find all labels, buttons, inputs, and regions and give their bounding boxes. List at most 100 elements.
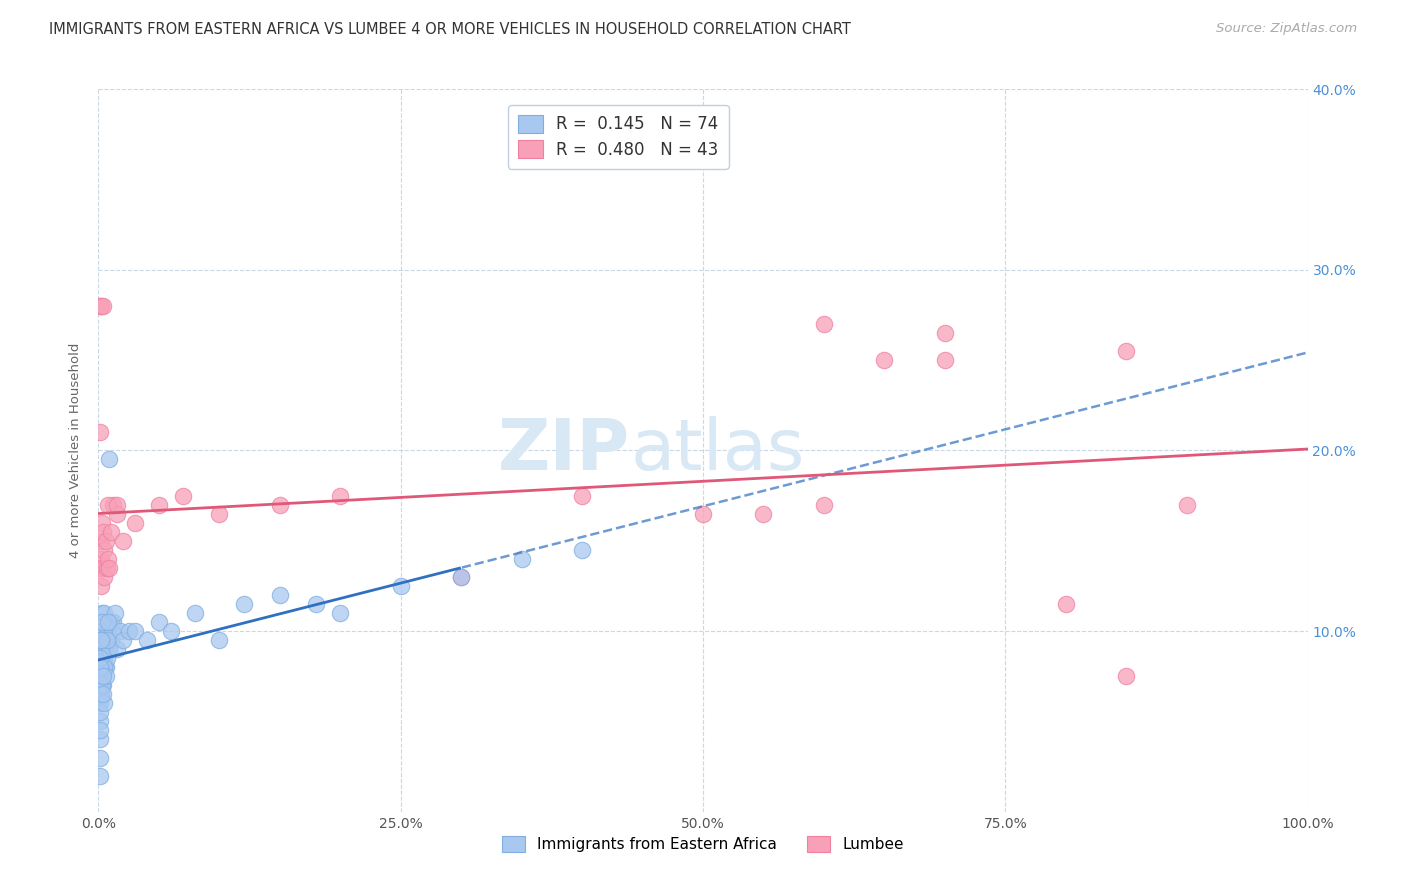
Point (1175, 498, 1198, 512)
Point (934, 326, 956, 340)
Point (90, 678, 112, 692)
Point (104, 606, 127, 620)
Point (89, 714, 111, 729)
Point (93, 606, 115, 620)
Point (89, 769, 111, 783)
Point (91, 524, 114, 539)
Point (89, 651, 111, 665)
Point (89, 561, 111, 575)
Point (91, 678, 114, 692)
Point (111, 533, 134, 548)
Point (91, 660, 114, 674)
Point (873, 353, 896, 368)
Point (90, 660, 112, 674)
Point (89, 706, 111, 720)
Point (571, 489, 593, 503)
Point (91, 669, 114, 683)
Point (91, 516, 114, 530)
Legend: Immigrants from Eastern Africa, Lumbee: Immigrants from Eastern Africa, Lumbee (496, 830, 910, 858)
Point (89, 750, 111, 764)
Point (97, 624, 120, 639)
Point (90, 642, 112, 657)
Point (105, 642, 128, 657)
Point (96, 633, 118, 648)
Point (100, 524, 122, 539)
Point (89, 299, 111, 313)
Point (571, 542, 593, 557)
Point (98, 452, 121, 467)
Point (105, 498, 128, 512)
Point (91, 669, 114, 683)
Point (98, 561, 121, 575)
Point (100, 615, 122, 629)
Point (813, 498, 835, 512)
Point (269, 498, 291, 512)
Point (329, 489, 352, 503)
Point (89, 696, 111, 710)
Point (91, 615, 114, 629)
Point (148, 615, 170, 629)
Point (91, 687, 114, 701)
Point (93, 570, 115, 584)
Text: atlas: atlas (630, 416, 804, 485)
Y-axis label: 4 or more Vehicles in Household: 4 or more Vehicles in Household (69, 343, 83, 558)
Point (89, 660, 111, 674)
Point (692, 507, 714, 521)
Point (813, 317, 835, 331)
Point (89, 678, 111, 692)
Point (148, 498, 170, 512)
Point (105, 507, 128, 521)
Point (89, 687, 111, 701)
Point (90, 551, 112, 566)
Point (752, 507, 775, 521)
Point (90, 624, 112, 639)
Point (89, 669, 111, 683)
Point (91, 651, 114, 665)
Point (329, 606, 352, 620)
Point (91, 561, 114, 575)
Point (94, 669, 117, 683)
Point (100, 633, 122, 648)
Point (89, 732, 111, 747)
Point (90, 533, 112, 548)
Point (124, 516, 146, 530)
Point (96, 651, 118, 665)
Point (96, 642, 118, 657)
Point (1115, 344, 1137, 359)
Text: Source: ZipAtlas.com: Source: ZipAtlas.com (1216, 22, 1357, 36)
Point (91, 299, 114, 313)
Point (91, 642, 114, 657)
Point (184, 606, 207, 620)
Point (100, 624, 122, 639)
Point (94, 633, 117, 648)
Point (94, 660, 117, 674)
Point (93, 542, 115, 557)
Text: ZIP: ZIP (498, 416, 630, 485)
Point (93, 642, 115, 657)
Point (97, 551, 120, 566)
Point (96, 561, 118, 575)
Point (97, 498, 120, 512)
Point (89, 642, 111, 657)
Point (135, 633, 157, 648)
Point (208, 633, 231, 648)
Point (90, 633, 112, 648)
Text: IMMIGRANTS FROM EASTERN AFRICA VS LUMBEE 4 OR MORE VEHICLES IN HOUSEHOLD CORRELA: IMMIGRANTS FROM EASTERN AFRICA VS LUMBEE… (49, 22, 851, 37)
Point (208, 507, 231, 521)
Point (510, 551, 533, 566)
Point (1054, 597, 1077, 611)
Point (90, 299, 112, 313)
Point (101, 615, 124, 629)
Point (90, 687, 112, 701)
Point (389, 579, 412, 593)
Point (94, 660, 117, 674)
Point (91, 624, 114, 639)
Point (91, 633, 114, 648)
Point (450, 570, 472, 584)
Point (124, 624, 146, 639)
Point (93, 696, 115, 710)
Point (90, 633, 112, 648)
Point (118, 624, 141, 639)
Point (172, 489, 194, 503)
Point (94, 533, 117, 548)
